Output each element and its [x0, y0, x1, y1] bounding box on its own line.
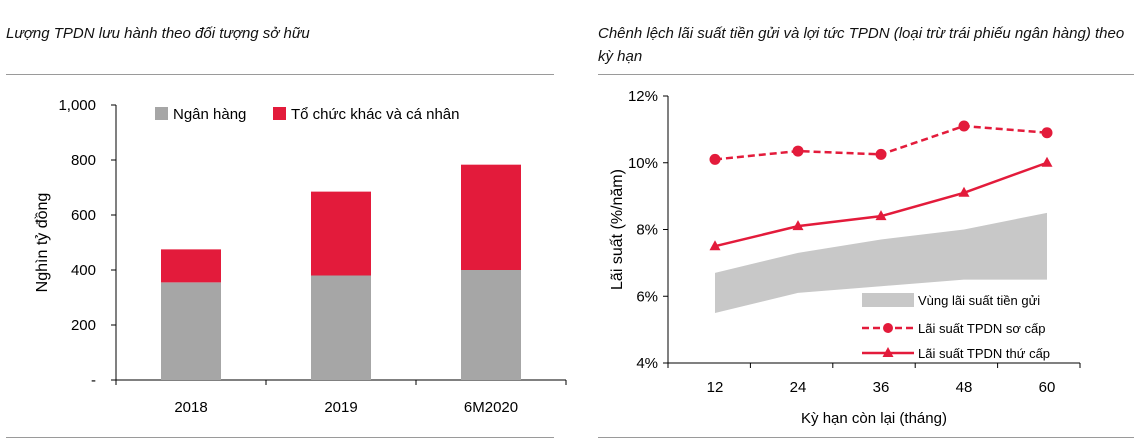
bar-x-tick-label: 2018 — [174, 399, 207, 416]
line-x-tick-label: 48 — [956, 379, 973, 396]
primary-yield-point — [958, 120, 970, 132]
line-y-tick-label: 12% — [628, 88, 658, 105]
line-x-tick-label: 36 — [873, 379, 890, 396]
bar-legend-label-1: Tổ chức khác và cá nhân — [291, 106, 459, 123]
bar-y-tick-label: 1,000 — [58, 97, 96, 114]
bar-other-2019 — [311, 191, 371, 276]
line-y-tick-label: 10% — [628, 155, 658, 172]
bar-bank-2019 — [311, 275, 371, 380]
primary-yield-point — [875, 148, 887, 160]
bar-y-tick-label: 800 — [71, 152, 96, 169]
line-y-axis-label: Lãi suất (%/năm) — [609, 169, 626, 290]
bar-bank-2018 — [161, 282, 221, 380]
line-y-tick-label: 6% — [636, 288, 658, 305]
secondary-yield-point — [792, 220, 804, 231]
left-chart-title: Lượng TPDN lưu hành theo đối tượng sở hữ… — [6, 25, 310, 42]
bar-x-tick-label: 2019 — [324, 399, 357, 416]
secondary-yield-point — [875, 210, 887, 221]
line-x-tick-label: 60 — [1039, 379, 1056, 396]
legend-secondary-marker — [882, 347, 894, 357]
bar-other-2018 — [161, 249, 221, 283]
bar-y-tick-label: 200 — [71, 317, 96, 334]
bar-y-tick-label: 600 — [71, 207, 96, 224]
legend-primary-marker — [883, 323, 893, 333]
primary-yield-point — [1041, 127, 1053, 139]
left-top-rule — [6, 74, 554, 75]
bar-y-tick-label: - — [91, 372, 96, 389]
legend-band-label: Vùng lãi suất tiền gửi — [918, 293, 1040, 308]
secondary-yield-point — [958, 186, 970, 197]
bar-legend-label-0: Ngân hàng — [173, 106, 246, 123]
right-bottom-rule — [598, 437, 1134, 438]
bar-y-axis-label: Nghìn tỷ đồng — [34, 193, 51, 293]
bar-x-tick-label: 6M2020 — [464, 399, 518, 416]
primary-yield-point — [709, 153, 721, 165]
line-y-tick-label: 4% — [636, 355, 658, 372]
bar-legend-swatch-0 — [155, 107, 168, 120]
line-y-tick-label: 8% — [636, 222, 658, 239]
legend-primary-label: Lãi suất TPDN sơ cấp — [918, 321, 1046, 336]
deposit-rate-band — [715, 212, 1047, 313]
legend-secondary-label: Lãi suất TPDN thứ cấp — [918, 346, 1050, 361]
bar-y-tick-label: 400 — [71, 262, 96, 279]
line-x-axis-label: Kỳ hạn còn lại (tháng) — [801, 410, 947, 427]
legend-band-swatch — [862, 293, 914, 307]
secondary-yield-point — [709, 240, 721, 251]
right-chart-title: Chênh lệch lãi suất tiền gửi và lợi tức … — [598, 25, 1125, 65]
bar-legend-swatch-1 — [273, 107, 286, 120]
left-bottom-rule — [6, 437, 554, 438]
bar-other-6m2020 — [461, 164, 521, 270]
bar-bank-6m2020 — [461, 270, 521, 380]
primary-yield-point — [792, 145, 804, 157]
secondary-yield-point — [1041, 156, 1053, 167]
line-x-tick-label: 24 — [790, 379, 807, 396]
right-top-rule — [598, 74, 1134, 75]
line-x-tick-label: 12 — [707, 379, 724, 396]
